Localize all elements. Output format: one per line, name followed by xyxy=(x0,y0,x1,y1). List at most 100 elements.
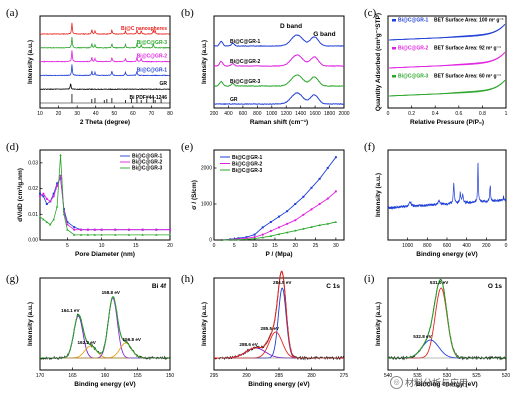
x-axis-label: Relative Pressure (P/P₀) xyxy=(410,119,484,126)
data-point xyxy=(52,195,55,198)
x-tick-label: 280 xyxy=(307,373,316,379)
x-axis-label: 2 Theta (degree) xyxy=(80,119,130,126)
data-point xyxy=(93,228,96,231)
data-point xyxy=(45,220,49,223)
x-axis-label: Binding energy (eV) xyxy=(416,251,477,258)
legend-swatch xyxy=(392,75,396,78)
data-point xyxy=(269,221,272,223)
x-tick-label: 155 xyxy=(133,373,142,379)
data-point xyxy=(269,229,272,233)
x-tick-label: 15 xyxy=(133,243,139,249)
x-tick-label: 530 xyxy=(443,373,452,379)
data-point xyxy=(168,228,172,231)
legend-label: Bi@C@GR-1 xyxy=(232,155,263,161)
x-tick-label: 5 xyxy=(233,243,236,249)
panel-label: (h) xyxy=(181,273,194,285)
data-point xyxy=(52,218,55,221)
x-tick-label: 520 xyxy=(502,373,511,379)
plot-frame xyxy=(213,277,345,371)
y-axis-label: Intensity (a.u.) xyxy=(201,40,208,84)
data-point xyxy=(59,174,62,177)
data-point xyxy=(286,222,289,225)
data-point xyxy=(38,195,42,198)
x-tick-label: 1400 xyxy=(295,111,306,117)
bet-note: BET Surface Area: 60 m² g⁻¹ xyxy=(434,74,501,80)
peak-annotation: 164.1 eV xyxy=(61,308,80,313)
bet-note: BET Surface Area: 100 m² g⁻¹ xyxy=(434,18,504,24)
panel-g: (g) 170 165 160 155 150 Binding energy (eV) Int… xyxy=(6,273,174,388)
panel-i: (i) 540 535 530 525 520 Binding energy (eV) Int… xyxy=(364,273,510,388)
data-point xyxy=(294,203,297,205)
plot-frame xyxy=(387,15,507,109)
fit-envelope-line xyxy=(40,296,170,359)
isotherm-des-2 xyxy=(389,80,506,97)
panel-title: C 1s xyxy=(326,283,340,290)
x-tick-label: 30 xyxy=(74,111,80,117)
data-point xyxy=(79,233,83,236)
fit-component-0 xyxy=(214,287,344,359)
x-tick-label: 1 xyxy=(505,111,508,117)
x-axis-label: Pore Diameter (nm) xyxy=(75,251,135,258)
data-point xyxy=(253,237,256,240)
panel-f: (f) 1000 800 600 400 200 0 Binding energy (eV) I… xyxy=(364,141,508,258)
peak-annotation: 156.8 eV xyxy=(123,337,142,342)
panel-label: (i) xyxy=(364,273,375,285)
series-label: Bi@C@GR-2 xyxy=(230,59,261,65)
legend-swatch xyxy=(392,47,396,50)
data-point xyxy=(45,197,48,200)
data-point xyxy=(253,233,256,236)
data-point xyxy=(334,190,337,193)
annotation-d-band: D band xyxy=(280,23,302,30)
data-point xyxy=(318,223,321,227)
peak-annotation: 162.2 eV xyxy=(77,340,96,345)
data-point xyxy=(318,202,321,206)
fit-component-1 xyxy=(214,331,344,359)
plot-frame xyxy=(213,149,345,241)
data-point xyxy=(66,223,69,226)
data-point xyxy=(334,156,337,159)
panel-label: (e) xyxy=(181,141,194,153)
data-point xyxy=(155,233,158,236)
x-tick-label: 800 xyxy=(423,243,432,249)
data-point xyxy=(56,182,59,185)
x-tick-label: 60 xyxy=(130,111,136,117)
x-tick-label: 0.8 xyxy=(479,111,486,117)
x-tick-label: 295 xyxy=(210,373,219,379)
data-point xyxy=(310,225,313,228)
peak-annotation: 532.8 eV xyxy=(413,334,432,339)
data-point xyxy=(42,195,45,198)
data-point xyxy=(253,236,256,239)
xps-survey-line xyxy=(387,162,507,210)
x-tick-label: 165 xyxy=(68,373,77,379)
data-point xyxy=(326,222,329,225)
series-label: Bi@C nanospheres xyxy=(121,26,167,32)
x-tick-label: 1200 xyxy=(281,111,292,117)
x-tick-label: 0.2 xyxy=(408,111,415,117)
series-label: GR xyxy=(160,81,168,87)
plot-frame xyxy=(387,277,507,371)
x-tick-label: 540 xyxy=(384,373,393,379)
data-point xyxy=(49,200,52,203)
y-axis-label: Quantity Adsorbed (cm³g⁻¹STP) xyxy=(375,13,382,111)
data-point xyxy=(334,220,338,223)
data-point xyxy=(141,233,144,236)
y-axis-label: Intensity (a.u.) xyxy=(375,302,382,346)
data-point xyxy=(86,228,89,231)
x-tick-label: 20 xyxy=(292,243,298,249)
x-tick-label: 1600 xyxy=(310,111,321,117)
x-tick-label: 0 xyxy=(387,111,390,117)
raw-data-line xyxy=(387,278,506,361)
data-point xyxy=(56,184,59,188)
data-point xyxy=(285,231,289,234)
data-point xyxy=(229,238,232,241)
legend-label: Bi@C@GR-2 xyxy=(232,161,263,167)
data-point xyxy=(73,226,76,229)
x-tick-label: 400 xyxy=(462,243,471,249)
panel-label: (g) xyxy=(6,273,19,285)
y-tick-label: 0.01 xyxy=(28,212,38,218)
plot-frame xyxy=(213,15,345,109)
data-point xyxy=(127,228,131,231)
series-label: Bi@C@GR-2 xyxy=(137,54,168,60)
data-point xyxy=(100,228,103,231)
data-point xyxy=(261,226,264,229)
